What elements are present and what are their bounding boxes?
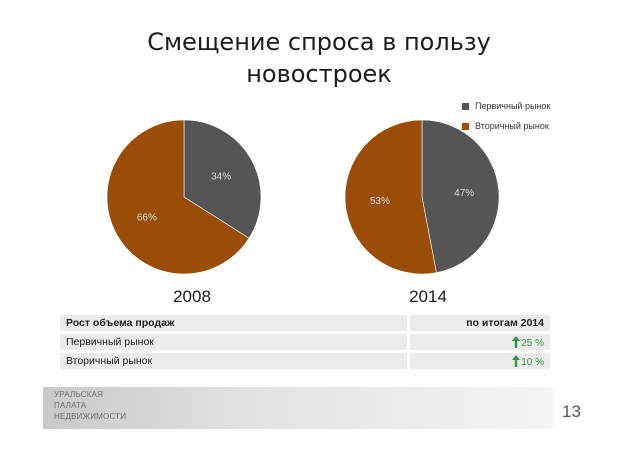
organization-logo: УРАЛЬСКАЯ ПАЛАТА НЕДВИЖИМОСТИ bbox=[54, 389, 126, 422]
pie-charts: 34% 66% 47% 53% bbox=[106, 119, 500, 275]
legend-swatch-secondary bbox=[462, 122, 469, 130]
chart-title-2008: 2008 bbox=[173, 287, 211, 306]
chart-title-2014: 2014 bbox=[409, 287, 447, 306]
pie-slice-2014-primary bbox=[421, 119, 500, 273]
growth-value: 25 % bbox=[521, 337, 544, 349]
pie-slice-2008-secondary bbox=[106, 119, 250, 275]
table-header-row: Рост объема продаж по итогам 2014 bbox=[60, 315, 550, 331]
logo-line-3: НЕДВИЖИМОСТИ bbox=[54, 412, 127, 421]
legend-item-primary: Первичный рынок bbox=[462, 96, 550, 116]
page-number: 13 bbox=[562, 402, 581, 421]
pie-slice-2014-secondary bbox=[344, 119, 437, 275]
pie-data-label-2014-secondary: 53% bbox=[370, 196, 390, 207]
table-row: Вторичный рынок 10 % bbox=[60, 353, 550, 369]
logo-line-2: ПАЛАТА bbox=[54, 401, 87, 410]
logo-line-1: УРАЛЬСКАЯ bbox=[54, 390, 104, 399]
footer-band bbox=[43, 387, 553, 429]
growth-indicator: 10 % bbox=[512, 354, 544, 368]
growth-indicator: 25 % bbox=[512, 335, 544, 349]
legend-swatch-primary bbox=[462, 102, 469, 110]
arrow-up-icon bbox=[512, 354, 521, 367]
growth-value: 10 % bbox=[521, 356, 544, 368]
pie-slice-2008-primary bbox=[183, 119, 262, 239]
table-header-value: по итогам 2014 bbox=[407, 315, 550, 331]
slide-title-line-2: новостроек bbox=[246, 60, 392, 88]
sales-growth-table: Рост объема продаж по итогам 2014 Первич… bbox=[60, 312, 550, 372]
chart-legend: Первичный рынок Вторичный рынок bbox=[462, 96, 550, 136]
pie-data-label-2014-primary: 47% bbox=[454, 188, 474, 199]
table-row-label: Первичный рынок bbox=[60, 334, 407, 350]
legend-label-secondary: Вторичный рынок bbox=[475, 121, 549, 131]
table-header-label: Рост объема продаж bbox=[60, 315, 407, 331]
arrow-up-icon bbox=[512, 335, 521, 348]
legend-label-primary: Первичный рынок bbox=[475, 101, 551, 111]
table-row-value: 10 % bbox=[407, 353, 550, 369]
pie-data-label-2008-secondary: 66% bbox=[137, 212, 157, 223]
slide-title-line-1: Смещение спроса в пользу bbox=[147, 28, 491, 56]
pie-data-label-2008-primary: 34% bbox=[211, 172, 231, 183]
table-row: Первичный рынок 25 % bbox=[60, 334, 550, 350]
legend-item-secondary: Вторичный рынок bbox=[462, 116, 550, 136]
table-row-value: 25 % bbox=[407, 334, 550, 350]
slide-title: Смещение спроса в пользу новостроек bbox=[0, 26, 638, 90]
table-row-label: Вторичный рынок bbox=[60, 353, 407, 369]
